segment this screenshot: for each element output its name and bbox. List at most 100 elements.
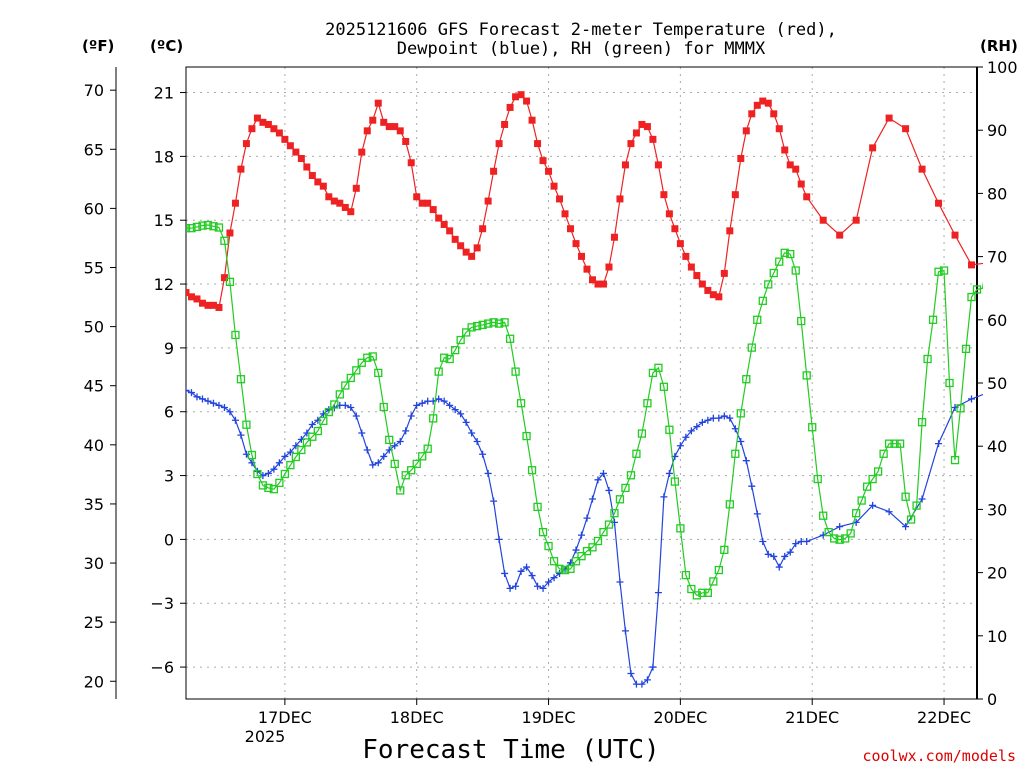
dewpoint-point (621, 627, 629, 635)
dewpoint-point (391, 442, 399, 450)
rh-point (659, 382, 669, 391)
2-meter-temperature-line (186, 93, 983, 309)
celsius-tick-label: 6 (164, 403, 174, 422)
rh-point (939, 266, 949, 275)
rh-series (186, 220, 983, 600)
rh-point (648, 368, 658, 378)
dewpoint-point (435, 395, 443, 403)
2-meter-temperature-point (275, 129, 283, 137)
2-meter-temperature-point (599, 280, 607, 288)
2-meter-temperature-point (935, 199, 943, 207)
rh-point (643, 399, 652, 408)
dewpoint-point (451, 406, 459, 414)
rh-tick-label: 0 (987, 690, 997, 709)
2-meter-temperature-point (506, 103, 514, 111)
2-meter-temperature-point (869, 144, 877, 152)
rh-point (220, 236, 229, 245)
2-meter-temperature-point (819, 216, 827, 224)
credit-text: coolwx.com/models (862, 747, 1016, 765)
2-meter-temperature-point (479, 225, 487, 233)
rh-point (538, 528, 548, 537)
rh-point (214, 223, 224, 232)
dewpoint-point (748, 482, 756, 490)
dewpoint-point (286, 448, 294, 456)
rh-point (467, 323, 476, 332)
dewpoint-point (462, 418, 470, 426)
2-meter-temperature-point (319, 182, 327, 190)
dewpoint-point (528, 572, 536, 580)
2-meter-temperature-point (281, 135, 289, 143)
dewpoint-point (737, 438, 745, 446)
rh-point (527, 466, 537, 475)
rh-point (269, 485, 279, 494)
dewpoint-point (572, 546, 580, 554)
rh-point (687, 584, 696, 594)
dewpoint-point (380, 452, 388, 460)
2-meter-temperature-point (451, 235, 459, 243)
2-meter-temperature-point (539, 157, 547, 165)
rh-point (791, 266, 800, 275)
2-meter-temperature-point (385, 123, 393, 131)
rh-point (747, 343, 756, 352)
celsius-tick-label: −6 (150, 658, 174, 677)
dewpoint-series (186, 386, 983, 688)
rh-point (698, 588, 707, 597)
2-meter-temperature-point (665, 210, 673, 218)
dewpoint-point (682, 433, 690, 441)
2-meter-temperature-point (237, 165, 245, 173)
2-meter-temperature-point (753, 101, 761, 109)
2-meter-temperature-point (682, 252, 690, 260)
rh-point (516, 399, 526, 408)
fahrenheit-unit-label: (ºF) (82, 37, 114, 55)
2-meter-temperature-point (561, 210, 569, 218)
2-meter-temperature-point (698, 280, 706, 288)
rh-tick-label: 60 (987, 311, 1007, 330)
2-meter-temperature-point (803, 193, 811, 201)
dewpoint-point (588, 495, 596, 503)
rh-point (374, 368, 383, 378)
2-meter-temperature-point (270, 125, 278, 133)
rh-point (703, 588, 712, 597)
2-meter-temperature-point (528, 116, 536, 124)
rh-point (324, 407, 333, 417)
dewpoint-point (446, 401, 454, 409)
2-meter-temperature-point (567, 225, 575, 233)
2-meter-temperature-point (737, 155, 745, 163)
rh-point (363, 353, 372, 362)
dewpoint-point (369, 461, 377, 469)
2-meter-temperature-point (440, 220, 448, 228)
rh-point (934, 267, 943, 276)
dewpoint-point (578, 531, 585, 539)
2-meter-temperature-point (588, 276, 596, 284)
rh-point (857, 496, 866, 505)
rh-point (549, 557, 559, 566)
rh-point (357, 358, 366, 367)
dewpoint-point (484, 469, 492, 477)
credit-link[interactable]: coolwx.com/models (862, 747, 1016, 765)
rh-point (566, 564, 575, 573)
2-meter-temperature-point (358, 148, 366, 156)
dewpoint-point (418, 399, 426, 407)
2-meter-temperature-point (407, 159, 415, 167)
2-meter-temperature-point (742, 127, 750, 135)
rh-point (615, 495, 625, 504)
rh-point (186, 224, 191, 233)
2-meter-temperature-point (264, 120, 272, 128)
rh-point (923, 354, 932, 364)
dewpoint-point (665, 469, 673, 477)
dewpoint-point (402, 427, 410, 435)
dewpoint-point (583, 514, 591, 522)
dewpoint-point (341, 401, 349, 409)
rh-point (489, 318, 498, 327)
rh-point (494, 319, 504, 328)
dewpoint-point (347, 403, 355, 411)
dewpoint-point (396, 438, 404, 446)
dewpoint-point (186, 386, 190, 394)
2-meter-temperature-point (220, 274, 228, 282)
rh-point (203, 220, 213, 230)
2-meter-temperature-point (578, 252, 585, 260)
x-tick-label: 20DEC (653, 708, 707, 727)
fahrenheit-tick-label: 65 (84, 140, 104, 159)
dewpoint-point (742, 457, 750, 465)
